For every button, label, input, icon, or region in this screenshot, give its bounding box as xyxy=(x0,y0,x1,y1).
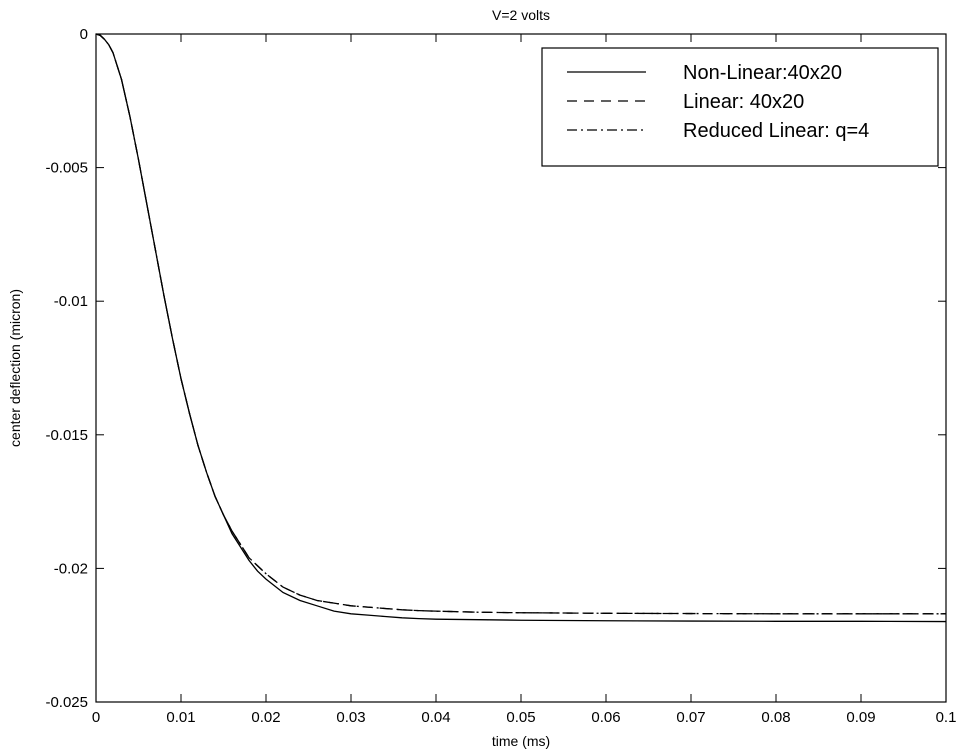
x-axis-title: time (ms) xyxy=(492,733,550,749)
x-tick-label: 0.05 xyxy=(506,709,535,726)
x-tick-label: 0.01 xyxy=(166,709,195,726)
y-tick-label: -0.025 xyxy=(45,694,88,711)
legend-label-2: Linear: 40x20 xyxy=(683,91,804,113)
y-tick-label: -0.015 xyxy=(45,427,88,444)
axis-tick-labels: 0 0.01 0.02 0.03 0.04 0.05 0.06 0.07 0.08 0.09 0.1… xyxy=(45,26,956,726)
y-tick-label: -0.005 xyxy=(45,160,88,177)
legend-label-3: Reduced Linear: q=4 xyxy=(683,120,869,142)
x-tick-label: 0.06 xyxy=(591,709,620,726)
x-tick-label: 0.08 xyxy=(761,709,790,726)
series-lines xyxy=(95,33,947,623)
series-line-3 xyxy=(95,33,946,615)
legend-box xyxy=(541,47,939,167)
chart-title: V=2 volts xyxy=(492,7,550,23)
x-tick-label: 0.02 xyxy=(251,709,280,726)
x-tick-label: 0.07 xyxy=(676,709,705,726)
y-axis-title: center deflection (micron) xyxy=(7,289,23,447)
x-tick-label: 0.09 xyxy=(846,709,875,726)
legend: Non-Linear:40x20 Linear: 40x20 Reduced Lin… xyxy=(541,47,939,167)
x-tick-label: 0.03 xyxy=(336,709,365,726)
y-tick-label: 0 xyxy=(80,26,88,43)
x-tick-label: 0.04 xyxy=(421,709,450,726)
x-tick-label: 0 xyxy=(92,709,100,726)
x-tick-label: 0.1 xyxy=(936,709,957,726)
legend-label-1: Non-Linear:40x20 xyxy=(683,62,842,84)
axis-ticks xyxy=(95,33,947,703)
y-tick-label: -0.02 xyxy=(54,560,88,577)
y-tick-label: -0.01 xyxy=(54,293,88,310)
